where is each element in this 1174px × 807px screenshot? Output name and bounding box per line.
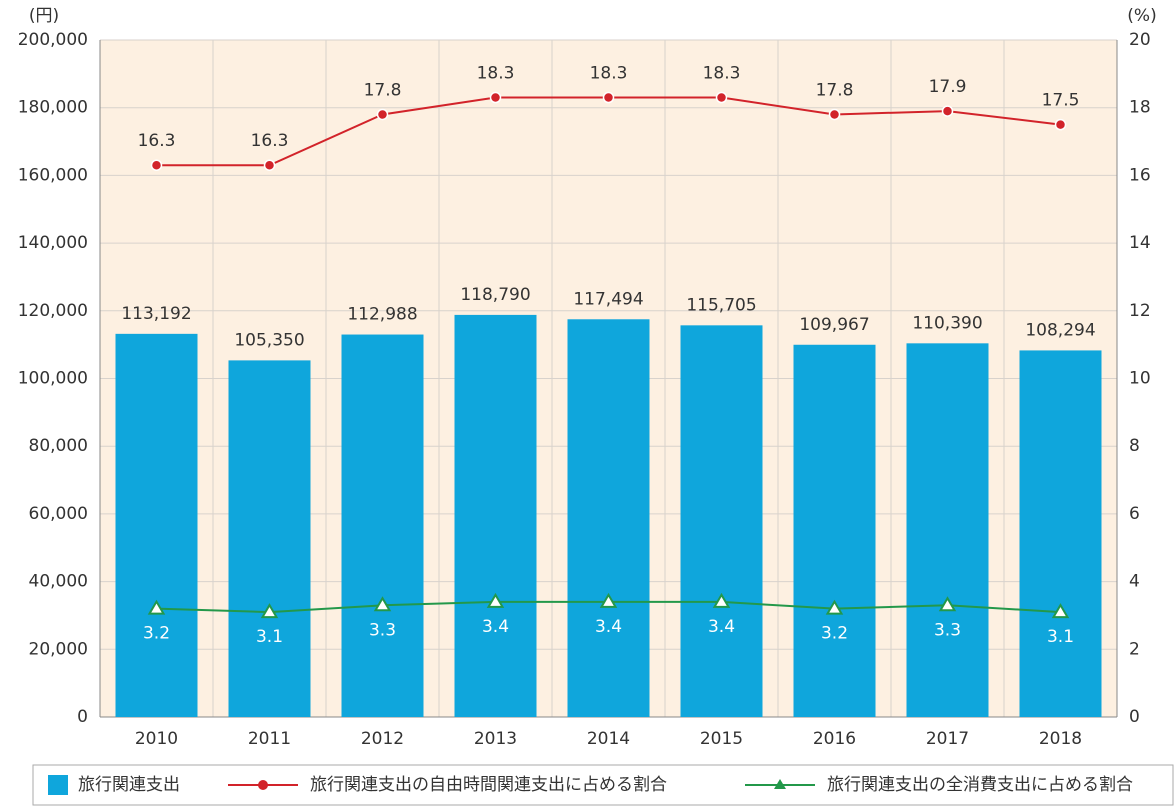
y-axis-label: (円) (29, 6, 59, 26)
y2-tick-label: 20 (1129, 30, 1151, 50)
point-value-label: 3.4 (708, 617, 735, 637)
y-tick-label: 0 (77, 707, 88, 727)
point-value-label: 3.2 (143, 624, 170, 644)
y-tick-label: 20,000 (29, 639, 88, 659)
marker (941, 105, 954, 117)
legend-label: 旅行関連支出 (78, 775, 180, 795)
y2-axis-label: (%) (1127, 6, 1156, 26)
point-value-label: 18.3 (477, 64, 515, 84)
bar-value-label: 110,390 (912, 313, 982, 333)
marker (263, 159, 276, 171)
marker (489, 91, 502, 104)
y2-tick-label: 0 (1129, 707, 1140, 727)
bar-value-label: 108,294 (1025, 320, 1095, 340)
x-tick-label: 2013 (474, 729, 517, 749)
y2-tick-label: 10 (1129, 369, 1151, 389)
y2-tick-label: 16 (1129, 165, 1151, 185)
bar-value-label: 117,494 (573, 289, 643, 309)
marker (715, 91, 728, 104)
legend-box (32, 764, 1174, 806)
y2-tick-label: 6 (1129, 504, 1140, 524)
y2-tick-label: 18 (1129, 98, 1151, 118)
marker (376, 108, 389, 121)
point-value-label: 3.2 (821, 624, 848, 644)
marker (1051, 603, 1070, 619)
point-value-label: 3.1 (256, 627, 283, 647)
y-tick-label: 80,000 (29, 436, 88, 456)
marker (373, 596, 392, 612)
bar (228, 360, 311, 717)
y2-tick-label: 8 (1129, 436, 1140, 456)
x-tick-label: 2016 (813, 729, 856, 749)
bar (115, 333, 198, 717)
point-value-label: 17.9 (929, 77, 967, 97)
y-tick-label: 140,000 (18, 233, 88, 253)
bar (454, 314, 537, 717)
y2-tick-label: 4 (1129, 572, 1140, 592)
y-tick-label: 100,000 (18, 369, 88, 389)
bar (341, 334, 424, 717)
point-value-label: 17.5 (1042, 91, 1080, 111)
y-tick-label: 200,000 (18, 30, 88, 50)
bar-value-label: 109,967 (799, 315, 869, 335)
marker (602, 91, 615, 104)
marker (712, 592, 731, 608)
marker (260, 603, 279, 619)
marker (1054, 118, 1067, 131)
bar-value-label: 113,192 (121, 304, 191, 324)
x-tick-label: 2010 (135, 729, 178, 749)
point-value-label: 18.3 (590, 64, 628, 84)
bar (567, 319, 650, 717)
legend-marker (258, 780, 268, 790)
bar (680, 325, 763, 717)
marker (150, 159, 163, 171)
bar (1019, 350, 1102, 717)
point-value-label: 3.1 (1047, 627, 1074, 647)
bar-value-label: 115,705 (686, 295, 756, 315)
x-tick-label: 2014 (587, 729, 630, 749)
y2-tick-label: 12 (1129, 301, 1151, 321)
marker (599, 592, 618, 608)
point-value-label: 17.8 (816, 80, 854, 100)
bar (906, 343, 989, 717)
legend-label: 旅行関連支出の全消費支出に占める割合 (827, 775, 1133, 795)
marker (486, 592, 505, 608)
x-tick-label: 2017 (926, 729, 969, 749)
point-value-label: 17.8 (364, 80, 402, 100)
y-tick-label: 160,000 (18, 165, 88, 185)
legend-marker (774, 779, 786, 789)
marker (938, 596, 957, 612)
x-tick-label: 2018 (1039, 729, 1082, 749)
y2-tick-label: 2 (1129, 639, 1140, 659)
marker (147, 599, 166, 615)
y-tick-label: 120,000 (18, 301, 88, 321)
y-tick-label: 180,000 (18, 98, 88, 118)
y-tick-label: 40,000 (29, 572, 88, 592)
legend-swatch (48, 775, 68, 795)
bar-value-label: 105,350 (234, 330, 304, 350)
point-value-label: 3.3 (934, 620, 961, 640)
y2-tick-label: 14 (1129, 233, 1151, 253)
bar-value-label: 118,790 (460, 285, 530, 305)
bar (793, 344, 876, 717)
legend-label: 旅行関連支出の自由時間関連支出に占める割合 (310, 775, 667, 795)
point-value-label: 16.3 (251, 131, 289, 151)
point-value-label: 18.3 (703, 64, 741, 84)
x-tick-label: 2015 (700, 729, 743, 749)
marker (825, 599, 844, 615)
point-value-label: 3.4 (482, 617, 509, 637)
point-value-label: 3.3 (369, 620, 396, 640)
y-tick-label: 60,000 (29, 504, 88, 524)
point-value-label: 16.3 (138, 131, 176, 151)
x-tick-label: 2012 (361, 729, 404, 749)
point-value-label: 3.4 (595, 617, 622, 637)
bar-value-label: 112,988 (347, 305, 417, 325)
x-tick-label: 2011 (248, 729, 291, 749)
marker (828, 108, 841, 121)
